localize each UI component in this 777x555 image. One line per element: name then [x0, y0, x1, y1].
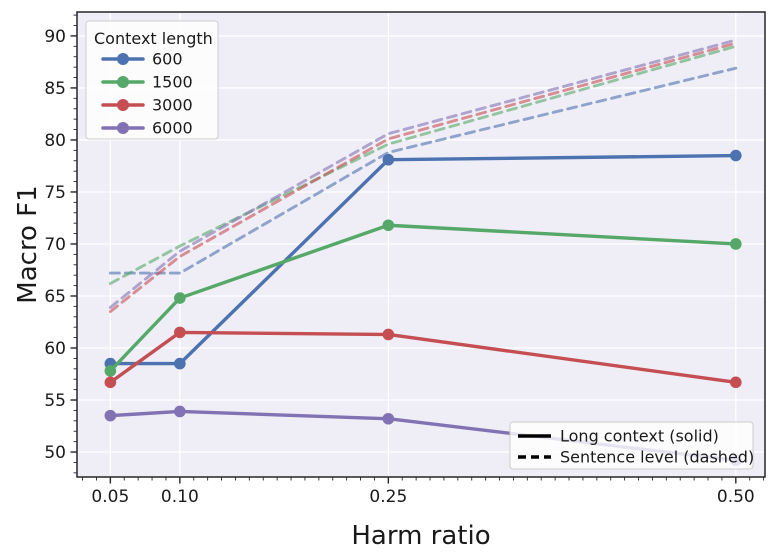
y-tick-label: 60 [44, 339, 66, 359]
series-marker-3000 [730, 376, 742, 389]
x-tick-label: 0.25 [369, 487, 407, 507]
y-tick-label: 90 [44, 27, 66, 47]
legend-swatch-marker [117, 99, 129, 111]
series-marker-1500 [174, 292, 186, 304]
legend-style-box [509, 421, 754, 470]
x-tick-label: 0.50 [717, 487, 755, 507]
series-line-3000 [108, 330, 738, 385]
series-6000-sentence [108, 38, 738, 309]
legend-context-box [85, 20, 219, 140]
series-marker-3000 [382, 328, 395, 341]
legend-swatch-marker [117, 122, 129, 134]
legend-context-entry-label: 1500 [152, 73, 193, 92]
legend-style-entry-label: Long context (solid) [560, 427, 719, 446]
y-axis-label: Macro F1 [13, 185, 43, 303]
legend-style-entry-label: Sentence level (dashed) [560, 448, 754, 467]
series-1500 [104, 219, 742, 377]
legend-swatch-marker [117, 76, 129, 88]
y-tick-label: 50 [44, 443, 66, 463]
series-line-3000-sentence [108, 41, 738, 314]
series-line-6000-sentence [108, 38, 738, 309]
series-marker-6000 [174, 405, 186, 418]
y-tick-label: 75 [44, 183, 66, 203]
series-600-sentence [108, 66, 738, 275]
legend-context-title: Context length [94, 29, 213, 48]
series-marker-3000 [174, 326, 186, 339]
y-tick-label: 85 [44, 79, 66, 99]
series-line-1500-sentence [108, 44, 738, 285]
y-tick-label: 80 [44, 131, 66, 151]
y-tick-label: 70 [44, 235, 66, 255]
ticks [70, 14, 765, 484]
series-marker-600 [730, 149, 742, 162]
series-marker-1500 [382, 219, 395, 232]
series-marker-6000 [382, 412, 395, 425]
y-tick-label: 65 [44, 287, 66, 307]
series-3000-sentence [108, 41, 738, 314]
series-marker-1500 [730, 238, 742, 250]
legend-context-entry-label: 3000 [152, 96, 193, 115]
series-marker-600 [174, 357, 186, 370]
y-tick-label: 55 [44, 391, 66, 411]
legend-line-style: Long context (solid) Sentence level (dash… [509, 421, 754, 470]
x-tick-label: 0.10 [161, 487, 199, 507]
series-1500-sentence [108, 44, 738, 285]
series-3000 [104, 326, 742, 389]
series-line-600-sentence [108, 66, 738, 275]
series-marker-6000 [104, 409, 117, 422]
x-axis-label: Harm ratio [351, 521, 490, 551]
legend-context-length: Context length 600 1500 3000 6000 [85, 20, 219, 140]
legend-context-entry-label: 600 [152, 50, 183, 69]
series-marker-600 [382, 153, 395, 166]
series-marker-3000 [104, 376, 117, 389]
legend-swatch-marker [117, 53, 129, 65]
series-line-1500 [108, 223, 738, 373]
legend-context-entry-label: 6000 [152, 119, 193, 138]
x-tick-label: 0.05 [91, 487, 129, 507]
series-marker-1500 [104, 365, 117, 377]
